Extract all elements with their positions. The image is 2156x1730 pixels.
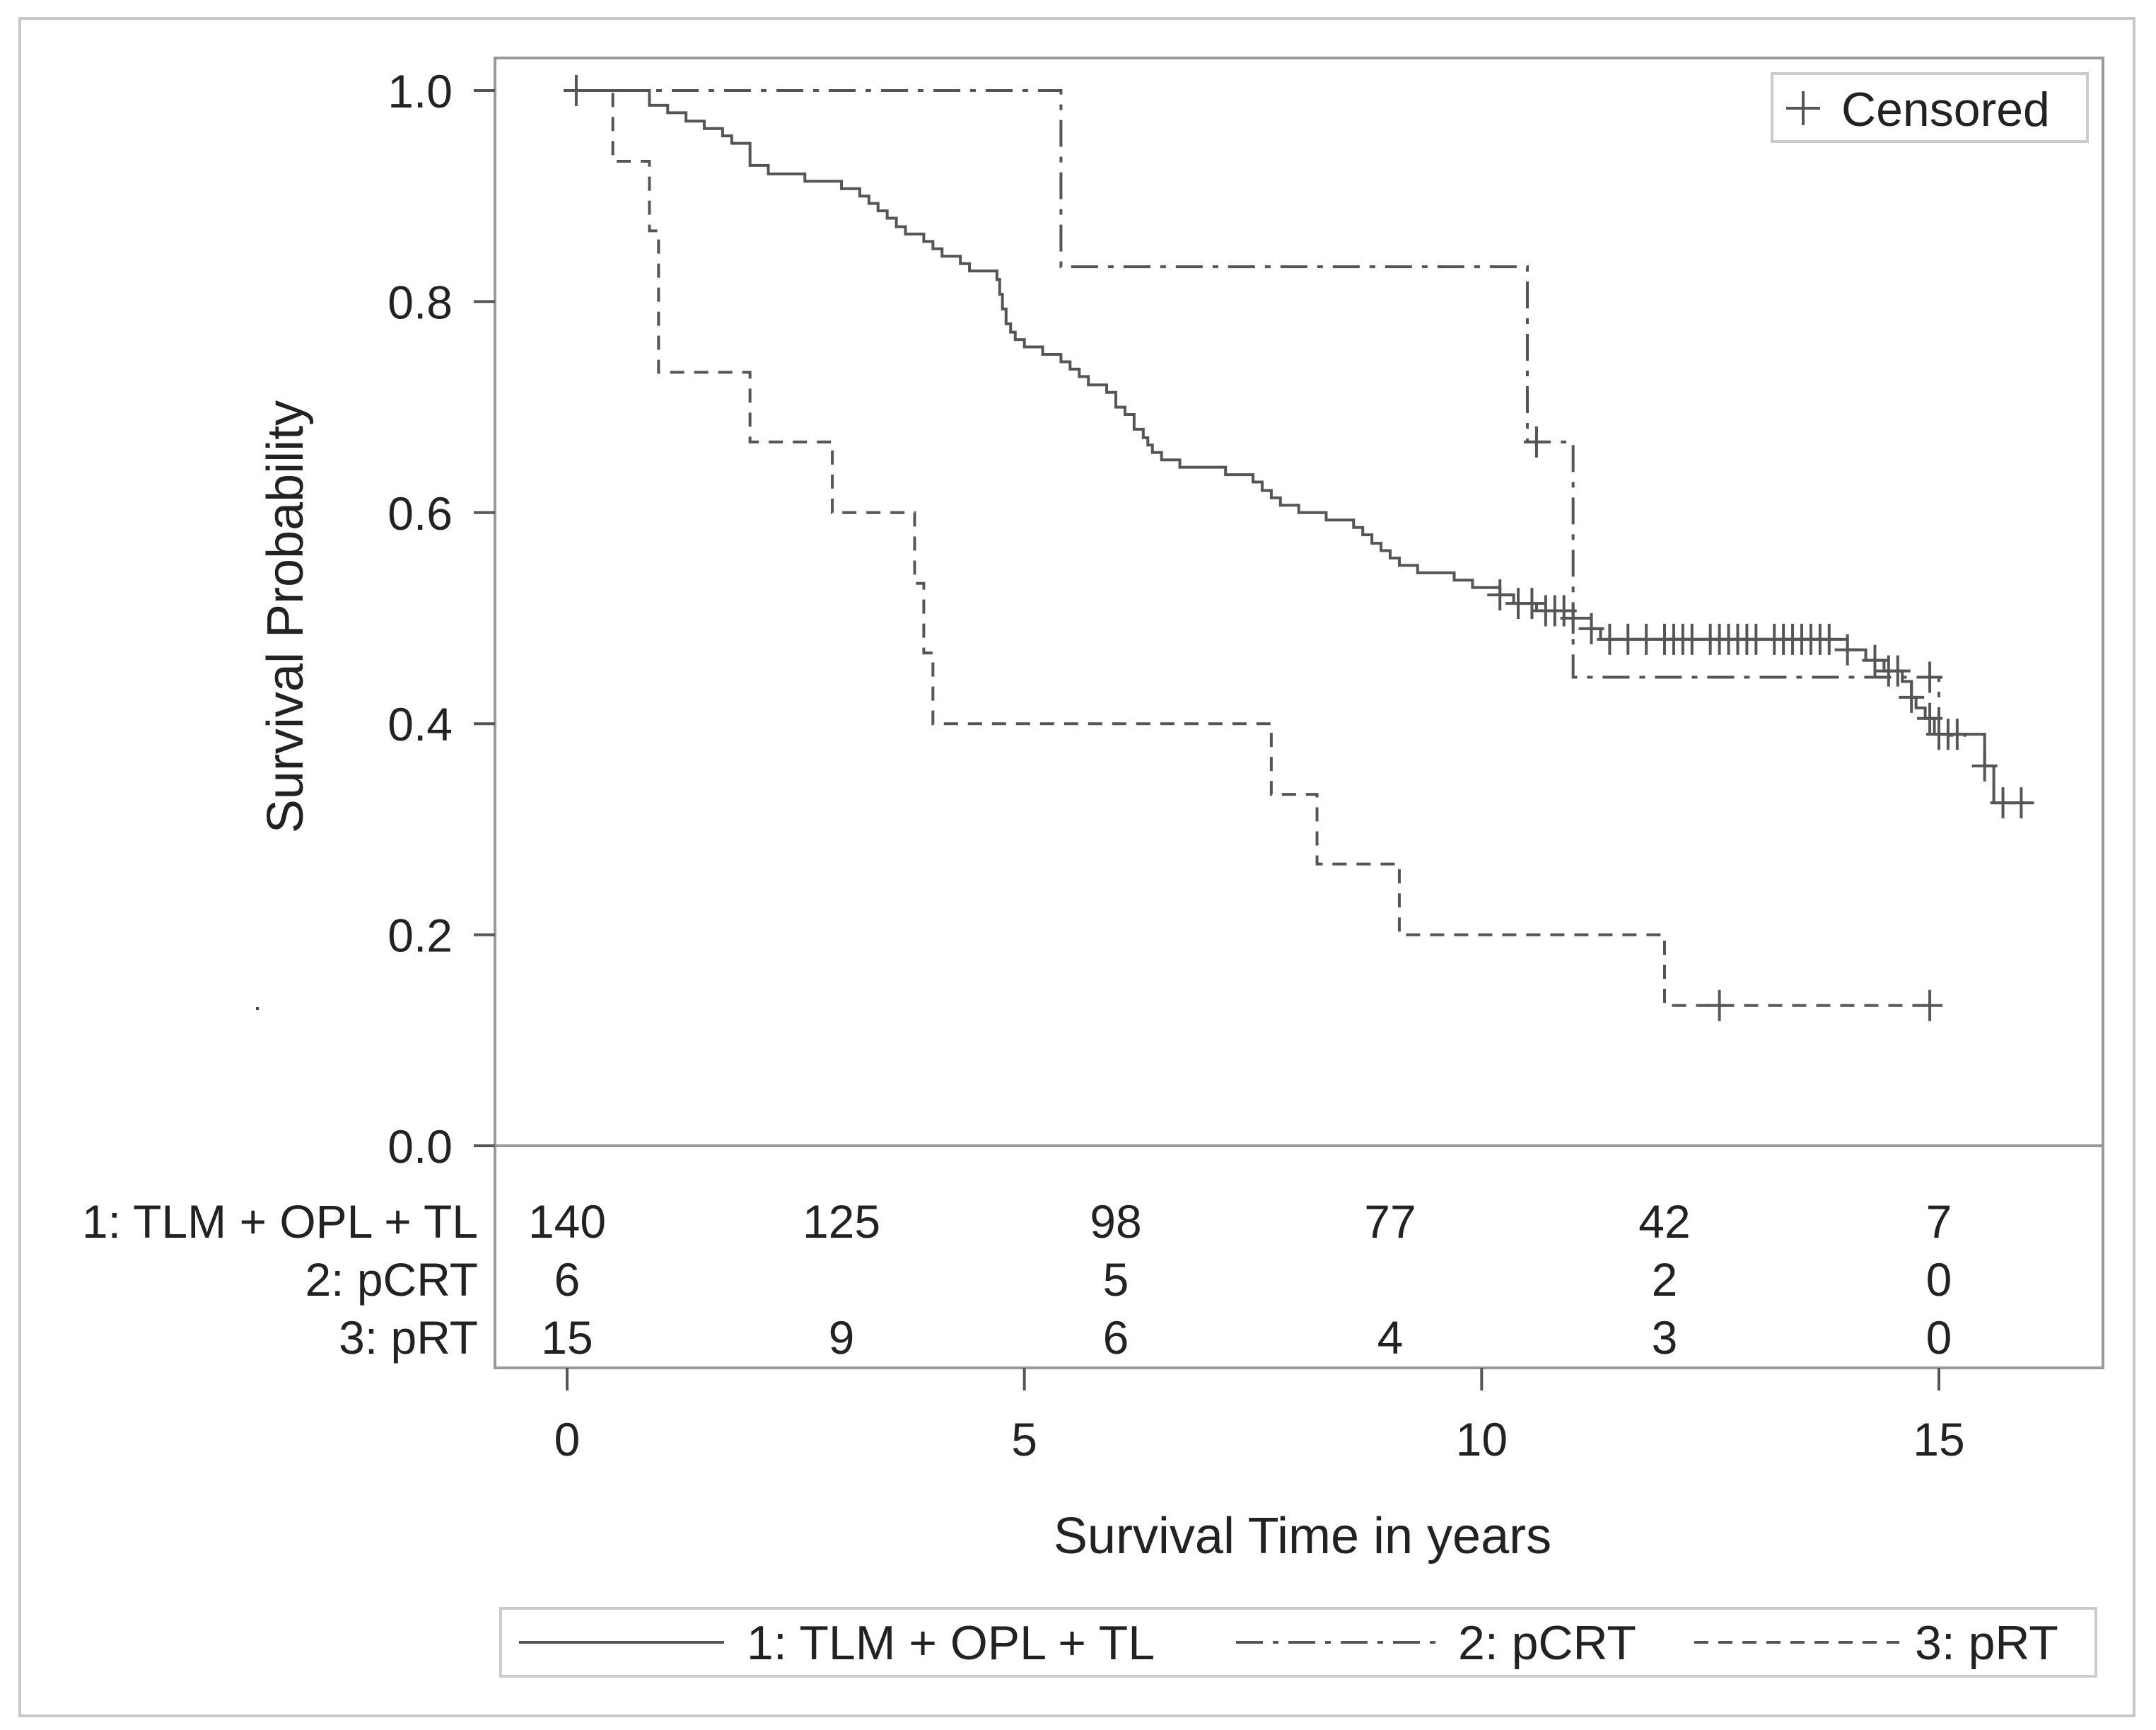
series-2 (567, 89, 1966, 737)
x-tick-label: 10 (1456, 1413, 1508, 1465)
at-risk-row-label: 3: pRT (339, 1311, 478, 1364)
x-axis: 0 5 10 15 (554, 1368, 1965, 1465)
figure-border (18, 17, 2135, 1717)
series-1 (563, 75, 2034, 819)
at-risk-value: 0 (1926, 1253, 1952, 1306)
y-tick-label: 0.6 (388, 487, 453, 540)
at-risk-value: 77 (1364, 1195, 1416, 1248)
y-axis: 0.0 0.2 0.4 0.6 0.8 1.0 (388, 65, 495, 1173)
censored-legend-box (1771, 72, 2089, 143)
at-risk-value: 5 (1103, 1253, 1129, 1306)
censored-mark (1971, 750, 1998, 782)
censored-marker-icon (1786, 91, 1820, 125)
at-risk-row-label: 1: TLM + OPL + TL (82, 1195, 478, 1248)
censored-mark (2008, 787, 2034, 819)
series-3-curve (567, 89, 1930, 1007)
series-legend: 1: TLM + OPL + TL 2: pCRT 3: pRT (499, 1607, 2097, 1678)
y-tick-label: 0.8 (388, 276, 453, 328)
censored-mark (1519, 588, 1545, 620)
censored-legend: Censored (1771, 72, 2089, 143)
y-tick-label: 0.2 (388, 910, 453, 962)
censored-mark (1523, 426, 1549, 458)
legend-label-series-3: 3: pRT (1915, 1616, 2058, 1670)
at-risk-value: 4 (1377, 1311, 1404, 1364)
stray-mark (256, 1007, 259, 1010)
at-risk-value: 15 (541, 1311, 593, 1364)
series-3 (567, 89, 1943, 1021)
at-risk-value: 125 (803, 1195, 880, 1248)
x-tick-label: 5 (1011, 1413, 1037, 1465)
at-risk-value: 7 (1926, 1195, 1952, 1248)
plot-frame (494, 57, 2104, 1369)
censored-mark (1899, 681, 1925, 713)
censored-mark (1487, 579, 1513, 611)
x-tick-label: 15 (1913, 1413, 1964, 1465)
legend-label-series-2: 2: pCRT (1458, 1616, 1636, 1670)
at-risk-value: 9 (829, 1311, 855, 1364)
censored-mark (1816, 623, 1842, 655)
y-tick-label: 0.0 (388, 1120, 453, 1173)
at-risk-row-label: 2: pCRT (305, 1253, 478, 1306)
y-tick-label: 1.0 (388, 65, 453, 117)
at-risk-table: 1: TLM + OPL + TL 140 125 98 77 42 72: pCRT 6 5 2… (82, 1195, 1952, 1364)
censored-mark (1917, 661, 1943, 693)
y-axis-title: Survival Probability (257, 400, 314, 833)
legend-label-series-1: 1: TLM + OPL + TL (747, 1616, 1155, 1670)
censored-mark (1862, 644, 1888, 676)
x-axis-title: Survival Time in years (1054, 1508, 1551, 1564)
at-risk-value: 3 (1652, 1311, 1678, 1364)
censored-mark (1578, 613, 1604, 644)
at-risk-value: 2 (1652, 1253, 1678, 1306)
censored-mark (1917, 989, 1943, 1021)
at-risk-value: 6 (1103, 1311, 1129, 1364)
at-risk-value: 140 (528, 1195, 606, 1248)
at-risk-value: 98 (1090, 1195, 1141, 1248)
at-risk-value: 42 (1638, 1195, 1690, 1248)
censored-mark (1834, 634, 1860, 666)
y-tick-label: 0.4 (388, 698, 453, 750)
series-2-curve (567, 89, 1966, 737)
at-risk-value: 6 (554, 1253, 581, 1306)
x-tick-label: 0 (554, 1413, 581, 1465)
censored-legend-label: Censored (1841, 83, 2050, 137)
censored-mark (1706, 989, 1732, 1021)
censored-mark (1884, 655, 1911, 687)
at-risk-value: 0 (1926, 1311, 1952, 1364)
survival-curves (563, 75, 2034, 1021)
